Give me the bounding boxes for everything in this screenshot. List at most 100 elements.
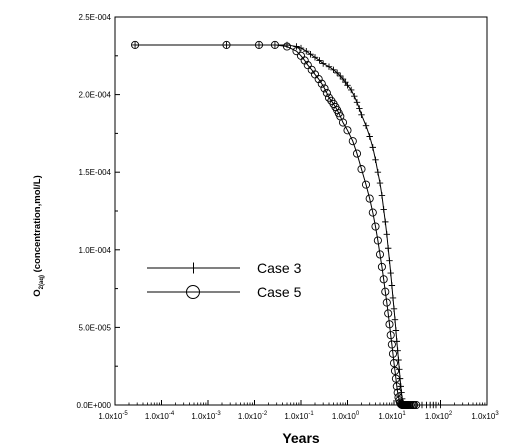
data-point [379,275,388,284]
data-point [389,359,399,368]
data-point [293,43,300,50]
legend: Case 3 Case 5 [147,260,302,300]
series-circle [131,40,421,410]
y-tick-label: 5.0E-005 [79,323,112,332]
data-point [386,257,393,264]
x-tick-label: 1.0x102 [425,411,453,421]
series-line [135,44,417,406]
data-point [347,86,355,94]
y-tick-label: 0.0E+000 [77,401,112,410]
data-point [337,72,344,80]
x-tick-label: 1.0x100 [332,411,360,421]
legend-entry: Case 3 [147,260,302,276]
y-tick-label: 1.0E-004 [79,246,112,255]
legend-marker [188,262,199,274]
x-tick-label: 1.0x10-4 [145,411,175,421]
legend-marker [186,285,200,299]
data-point [292,47,301,56]
data-point [343,126,352,135]
data-point [387,340,396,349]
y-axis-label-sub: 2(aq) [39,275,45,289]
data-point [386,331,395,340]
data-point [319,60,327,67]
data-point [391,316,399,323]
data-point [410,400,419,410]
data-point [385,320,394,329]
data-point [322,88,331,98]
data-point [351,92,358,100]
data-point [382,298,391,307]
data-point [384,309,393,318]
data-point [356,105,363,112]
data-point [388,349,398,358]
data-point [357,165,366,174]
data-point [374,169,382,176]
y-axis-label: O2(aq) (concentration,mol/L) [32,175,45,296]
data-point [375,250,385,259]
x-tick-label: 1.0x101 [378,411,406,421]
data-point [320,84,329,93]
data-point [383,231,390,238]
data-point [333,69,341,77]
data-point [371,222,380,231]
data-point [131,40,140,49]
series-layer [131,40,444,410]
x-axis: 1.0x10-5 1.0x10-4 1.0x10-3 1.0x10-2 1.0x10-1… [98,400,499,421]
data-point [338,118,348,127]
x-tick-label: 1.0x10-1 [284,411,314,421]
data-point [270,40,279,49]
legend-label: Case 5 [257,284,302,300]
data-point [391,374,400,383]
data-point [344,82,351,89]
data-point [437,401,444,409]
data-point [388,282,396,289]
x-tick-label: 1.0x10-5 [98,411,128,421]
data-point [372,156,379,163]
data-point [316,57,323,64]
data-point [353,99,361,106]
data-point [412,400,421,410]
data-point [348,137,357,146]
y-tick-label: 2.5E-004 [79,13,112,22]
data-point [392,327,400,334]
data-point [396,375,404,382]
data-point [365,194,374,203]
y-axis-label-main: O [32,289,43,296]
data-point [376,179,384,187]
data-point [393,338,401,345]
data-point [282,42,292,51]
data-point [325,63,333,70]
y-tick-label: 1.5E-004 [79,168,112,177]
legend-entry: Case 5 [147,284,302,300]
data-point [387,269,394,277]
data-point [307,51,314,58]
data-point [390,305,398,312]
data-point [330,66,337,73]
data-point [378,192,386,199]
data-point [368,208,377,217]
data-point [373,236,382,245]
data-point [377,262,386,271]
data-point [393,388,402,397]
data-point [392,382,401,391]
data-point [222,40,231,49]
y-axis-label-rest: (concentration,mol/L) [32,175,43,275]
data-point [384,245,392,252]
data-point [362,122,370,129]
data-point [352,149,362,158]
data-point [396,366,403,373]
data-point [380,206,387,213]
x-tick-label: 1.0x10-3 [191,411,221,421]
y-tick-label: 2.0E-004 [79,91,112,100]
x-tick-label: 1.0x10-2 [238,411,268,421]
data-point [369,144,376,151]
plot-frame [114,16,488,406]
x-tick-label: 1.0x103 [471,411,499,421]
x-axis-label: Years [282,430,320,446]
data-point [358,111,365,118]
data-point [361,180,371,189]
data-point [303,61,312,70]
data-point [390,366,400,375]
data-point [317,79,326,88]
